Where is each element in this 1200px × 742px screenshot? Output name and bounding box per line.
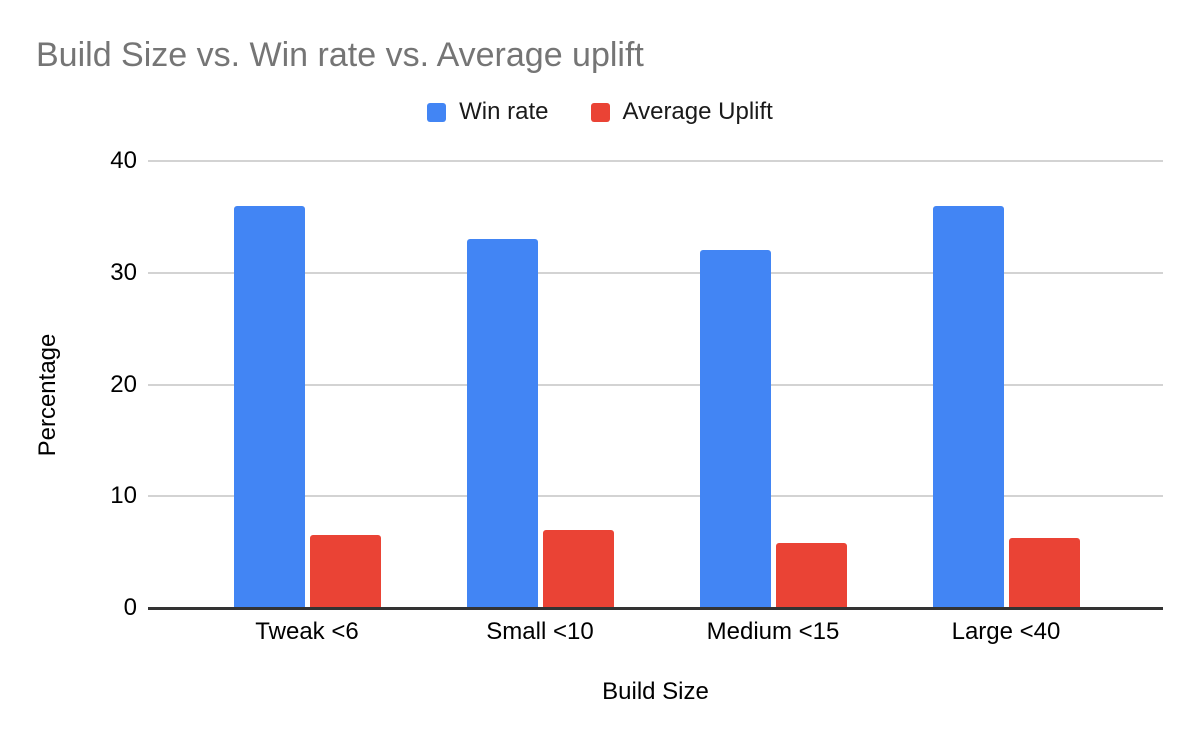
bar-average-uplift-large-40[interactable] [1008,537,1080,608]
legend: Win rate Average Uplift [0,98,1200,126]
y-tick-label-30: 30 [110,258,137,286]
x-tick-label-small-10: Small <10 [486,618,594,645]
y-tick-label-20: 20 [110,370,137,398]
x-tick-label-medium-15: Medium <15 [706,618,840,645]
gridline-40 [148,160,1163,162]
gridline-30 [148,271,1163,274]
chart-title: Build Size vs. Win rate vs. Average upli… [36,36,644,74]
x-axis-line [148,607,1163,610]
x-tick-label-large-40: Large <40 [951,618,1061,645]
gridline-10 [148,495,1163,498]
x-axis-title: Build Size [602,678,709,705]
legend-item-win-rate[interactable]: Win rate [427,98,549,126]
bar-average-uplift-small-10[interactable] [542,529,614,608]
legend-swatch-average-uplift-icon [590,102,610,122]
legend-item-average-uplift[interactable]: Average Uplift [590,98,773,126]
y-tick-label-10: 10 [110,482,137,510]
bar-win-rate-medium-15[interactable] [699,250,771,608]
bar-average-uplift-tweak-6[interactable] [309,535,381,608]
y-tick-label-0: 0 [123,594,137,621]
bar-win-rate-large-40[interactable] [932,205,1004,608]
x-tick-label-tweak-6: Tweak <6 [255,618,359,645]
legend-swatch-win-rate-icon [427,102,447,122]
plot-area [148,160,1163,610]
bar-win-rate-tweak-6[interactable] [233,205,305,608]
bar-average-uplift-medium-15[interactable] [775,543,847,608]
legend-label-average-uplift: Average Uplift [622,98,773,125]
legend-label-win-rate: Win rate [459,98,549,125]
y-tick-label-40: 40 [110,147,137,174]
gridline-20 [148,383,1163,386]
bar-win-rate-small-10[interactable] [466,239,538,608]
